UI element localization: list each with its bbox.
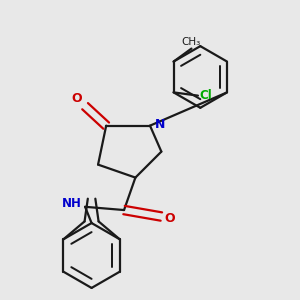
Text: Cl: Cl <box>200 89 212 102</box>
Text: N: N <box>155 118 165 130</box>
Text: CH₃: CH₃ <box>182 37 201 47</box>
Text: O: O <box>72 92 82 105</box>
Text: NH: NH <box>62 197 82 210</box>
Text: O: O <box>165 212 175 225</box>
